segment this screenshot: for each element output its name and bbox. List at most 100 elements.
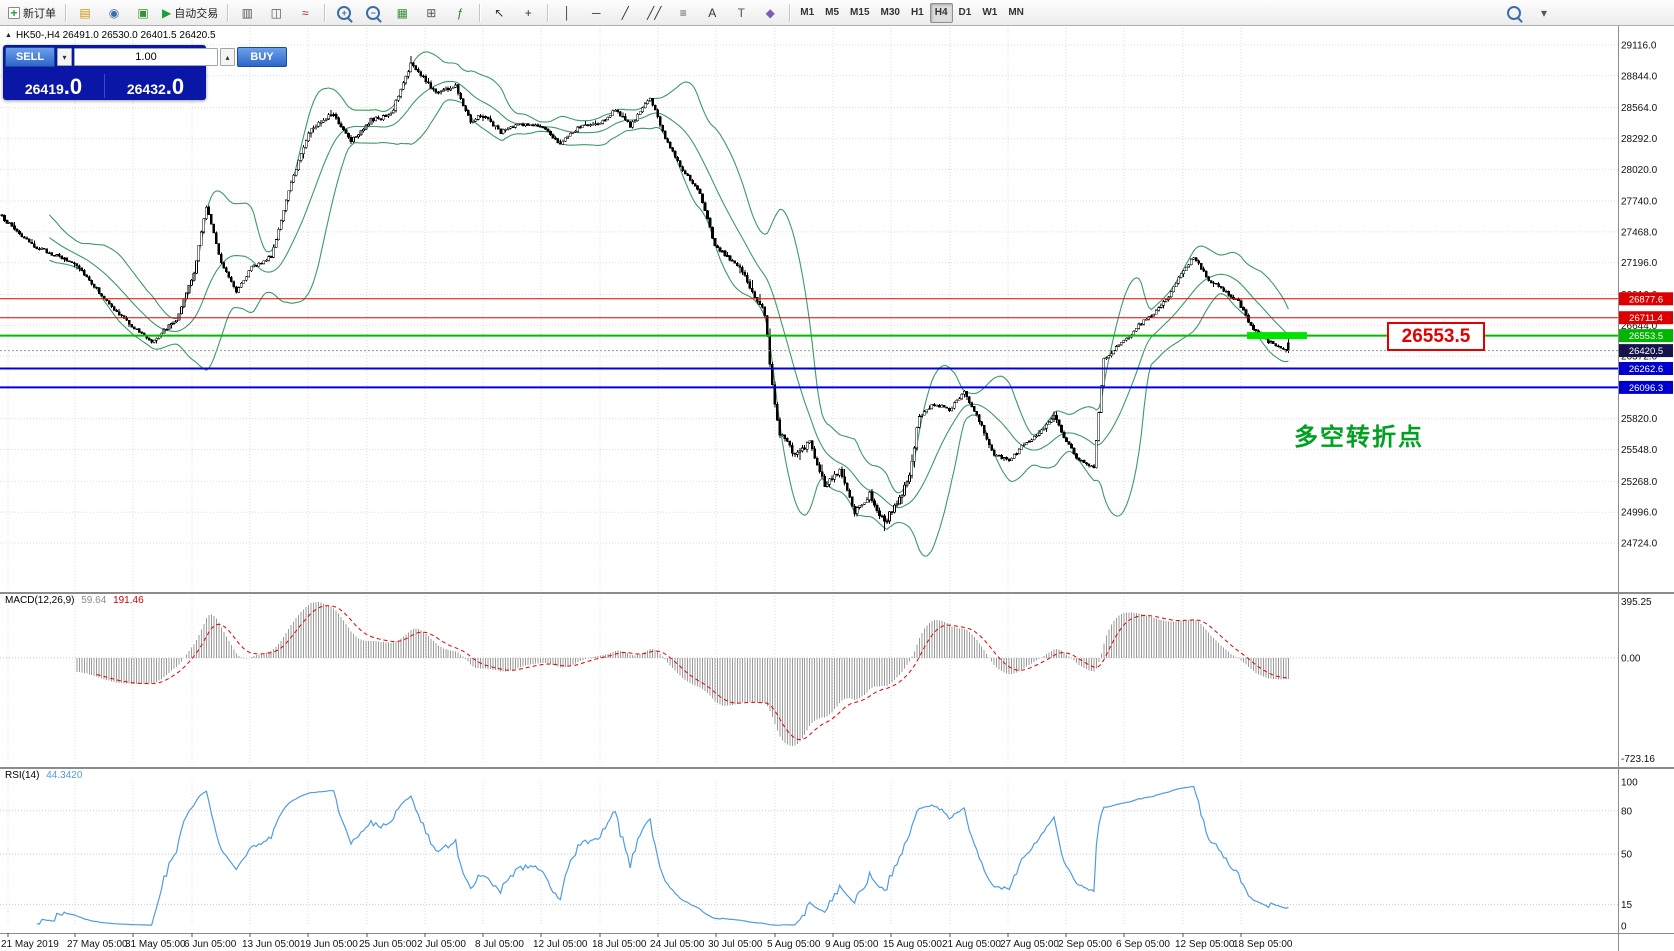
grid-button[interactable]: ▦: [388, 2, 416, 24]
text-button[interactable]: A: [698, 2, 726, 24]
sell-price-frac: .0: [63, 74, 83, 99]
buy-price-button[interactable]: 26432 .0: [107, 76, 204, 98]
vertical-line-icon: │: [563, 5, 571, 20]
timeframe-W1[interactable]: W1: [982, 7, 998, 18]
timeframe-M15[interactable]: M15: [850, 7, 870, 18]
svg-text:80: 80: [1621, 806, 1633, 817]
collapse-icon[interactable]: ▲: [5, 32, 12, 39]
svg-text:12 Sep 05:00: 12 Sep 05:00: [1175, 939, 1235, 950]
vertical-line-button[interactable]: │: [553, 2, 581, 24]
chevron-down-icon: ▾: [62, 52, 67, 62]
toolbar-separator: [65, 3, 66, 22]
svg-text:6 Jun 05:00: 6 Jun 05:00: [184, 939, 237, 950]
chart-properties-button[interactable]: ▾: [1530, 2, 1558, 24]
tile-windows-button[interactable]: ⊞: [417, 2, 445, 24]
crosshair-button[interactable]: +: [514, 2, 542, 24]
data-window-icon: ▣: [137, 5, 149, 20]
svg-text:18 Sep 05:00: 18 Sep 05:00: [1233, 939, 1293, 950]
cursor-button[interactable]: ↖: [485, 2, 513, 24]
chart-canvas[interactable]: 29116.0 28844.0 28564.0 28292.0 28020.0 27740…: [0, 26, 1674, 951]
trendline-icon: ╱: [621, 5, 629, 20]
volume-input[interactable]: [74, 48, 218, 66]
timeframe-M1[interactable]: M1: [800, 7, 815, 18]
buy-price-main: 26432: [126, 81, 166, 97]
macd-main-value: 59.64: [81, 595, 107, 606]
indicators-button[interactable]: ƒ: [446, 2, 474, 24]
svg-text:24724.0: 24724.0: [1621, 539, 1658, 550]
buy-button[interactable]: BUY: [237, 47, 287, 67]
toolbar-separator: [227, 3, 229, 22]
market-watch-button[interactable]: ◉: [100, 2, 128, 24]
svg-text:15 Aug 05:00: 15 Aug 05:00: [883, 939, 942, 950]
sell-price-button[interactable]: 26419 .0: [5, 76, 102, 98]
trendline-button[interactable]: ╱: [611, 2, 639, 24]
profile-icon: ◉: [108, 5, 120, 20]
svg-text:28564.0: 28564.0: [1621, 103, 1658, 114]
candlestick-chart-button[interactable]: ◫: [262, 2, 290, 24]
timeframe-H4[interactable]: H4: [929, 2, 953, 23]
symbol-ohlc-text: HK50-,H4 26491.0 26530.0 26401.5 26420.5: [15, 30, 216, 41]
charts-window-button[interactable]: ▤: [71, 2, 99, 24]
svg-text:13 Jun 05:00: 13 Jun 05:00: [242, 939, 300, 950]
symbol-search-button[interactable]: [1500, 2, 1528, 24]
macd-indicator-label: MACD(12,26,9) 59.64 191.46: [5, 595, 144, 606]
chart-window-icon: ▤: [79, 5, 91, 20]
timeframe-H1[interactable]: H1: [910, 7, 924, 18]
symbol-info: ▲ HK50-,H4 26491.0 26530.0 26401.5 26420…: [5, 30, 216, 41]
toolbar-separator: [479, 3, 481, 22]
volume-preset-button[interactable]: ▾: [57, 48, 72, 66]
toolbar-separator: [547, 3, 549, 22]
macd-panel-resize-handle[interactable]: [0, 592, 1674, 594]
svg-text:25820.0: 25820.0: [1621, 414, 1658, 425]
bar-chart-button[interactable]: ▥: [233, 2, 261, 24]
zoom-in-button[interactable]: +: [330, 2, 358, 24]
rsi-indicator-label: RSI(14) 44.3420: [5, 770, 82, 781]
svg-text:12 Jul 05:00: 12 Jul 05:00: [533, 939, 588, 950]
line-icon: ≈: [301, 5, 309, 20]
svg-text:9 Aug 05:00: 9 Aug 05:00: [825, 939, 879, 950]
toolbar-separator: [324, 3, 326, 22]
price-callout[interactable]: 26553.5: [1387, 322, 1485, 351]
price-divider: [104, 74, 105, 98]
svg-text:27196.0: 27196.0: [1621, 258, 1658, 269]
text-label-button[interactable]: T: [727, 2, 755, 24]
text-icon: A: [708, 5, 717, 20]
channel-button[interactable]: ╱╱: [640, 2, 668, 24]
rsi-name: RSI(14): [5, 770, 40, 781]
data-window-button[interactable]: ▣: [129, 2, 157, 24]
zoom-out-icon: −: [366, 5, 381, 20]
toolbar-right-group: ▾: [1500, 2, 1558, 24]
svg-text:0: 0: [1621, 922, 1627, 933]
horizontal-line-button[interactable]: ─: [582, 2, 610, 24]
svg-text:26711.4: 26711.4: [1629, 313, 1663, 324]
sell-price-main: 26419: [24, 81, 64, 97]
svg-text:21 May 2019: 21 May 2019: [1, 939, 59, 950]
new-order-button[interactable]: + 新订单: [4, 2, 60, 24]
svg-text:100: 100: [1621, 778, 1638, 789]
rsi-panel-resize-handle[interactable]: [0, 767, 1674, 769]
timeframe-M5[interactable]: M5: [825, 7, 840, 18]
macd-signal-value: 191.46: [113, 595, 144, 606]
horizontal-line-icon: ─: [591, 5, 601, 20]
auto-trading-button-label: 自动交易: [174, 7, 219, 20]
svg-text:5 Aug 05:00: 5 Aug 05:00: [767, 939, 821, 950]
svg-text:2 Sep 05:00: 2 Sep 05:00: [1058, 939, 1112, 950]
timeframe-D1[interactable]: D1: [958, 7, 972, 18]
svg-text:28020.0: 28020.0: [1621, 165, 1658, 176]
chart-annotation[interactable]: 多空转折点: [1294, 424, 1424, 451]
text-label-icon: T: [737, 5, 745, 20]
shapes-button[interactable]: ◆: [756, 2, 784, 24]
new-order-icon: +: [8, 6, 20, 19]
svg-text:31 May 05:00: 31 May 05:00: [125, 939, 186, 950]
fibonacci-button[interactable]: ≡: [669, 2, 697, 24]
volume-stepper-button[interactable]: ▴: [220, 48, 235, 66]
timeframe-MN[interactable]: MN: [1008, 7, 1024, 18]
svg-text:28844.0: 28844.0: [1621, 71, 1658, 82]
sell-button[interactable]: SELL: [5, 47, 55, 67]
timeframe-M30[interactable]: M30: [880, 7, 900, 18]
zoom-out-button[interactable]: −: [359, 2, 387, 24]
auto-trading-button[interactable]: ▶ 自动交易: [158, 2, 222, 24]
buy-price-frac: .0: [165, 74, 185, 99]
line-chart-button[interactable]: ≈: [291, 2, 319, 24]
